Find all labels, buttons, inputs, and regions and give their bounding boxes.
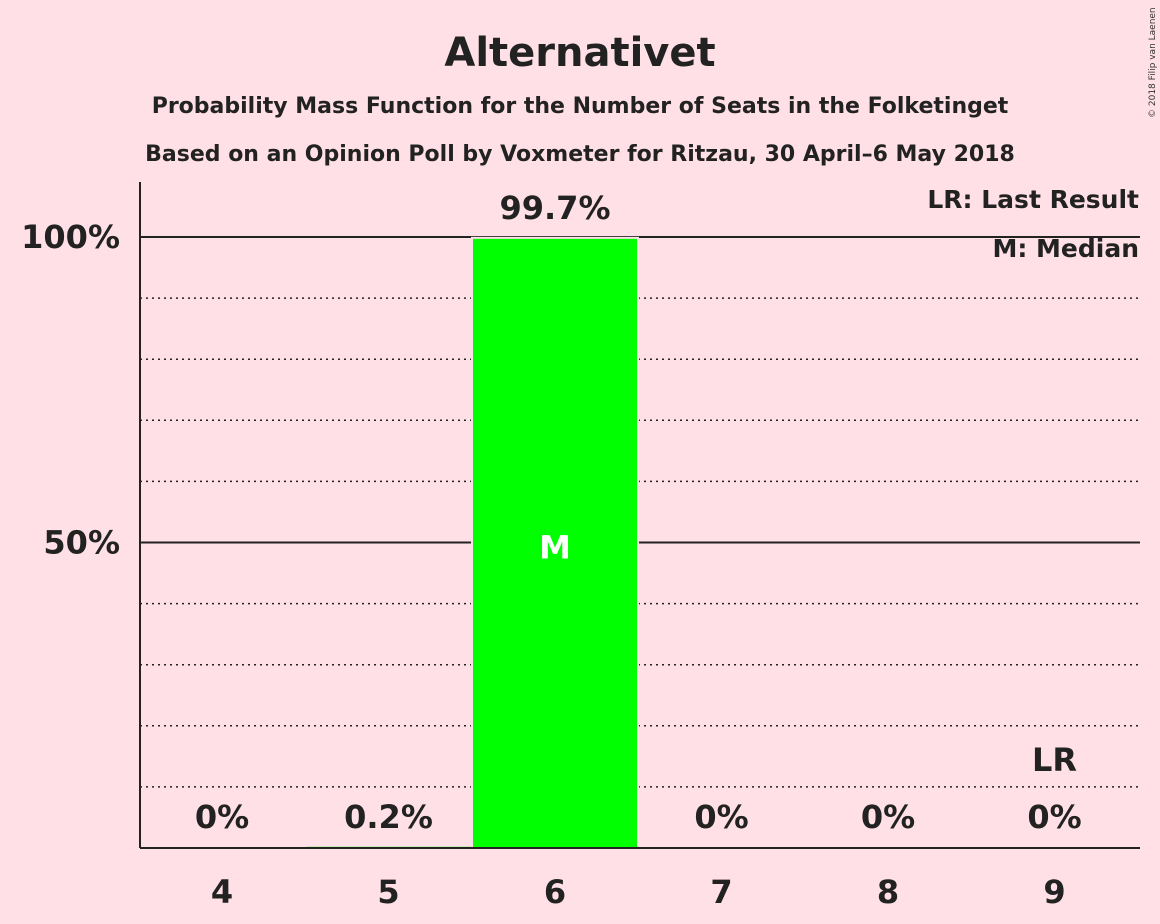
chart-subtitle-poll: Based on an Opinion Poll by Voxmeter for… [145,142,1015,167]
x-tick-label: 8 [877,873,899,911]
median-marker: M [539,529,571,567]
bar-gap [304,844,473,848]
x-tick-label: 7 [710,873,732,911]
chart-subtitle: Probability Mass Function for the Number… [152,94,1009,119]
y-tick-label: 50% [43,524,120,562]
y-tick-label: 100% [21,218,120,256]
data-label: 0% [694,798,748,836]
data-label: 0% [195,798,249,836]
x-tick-label: 6 [544,873,566,911]
gridlines: 50% 100% [21,218,1140,788]
legend-median: M: Median [992,234,1139,263]
legend-last-result: LR: Last Result [927,185,1139,214]
x-tick-label: 4 [211,873,233,911]
data-label: 99.7% [499,189,610,227]
copyright-text: © 2018 Filip van Laenen [1148,7,1158,118]
axes [139,182,1140,849]
data-label: 0.2% [344,798,433,836]
data-label: 0% [861,798,915,836]
data-labels: 0% 4 0.2% 5 99.7% M 6 0% 7 0% 8 0% LR 9 [195,189,1082,911]
bar [473,238,637,848]
last-result-marker: LR [1032,741,1077,779]
x-tick-label: 9 [1043,873,1065,911]
data-label: 0% [1027,798,1081,836]
chart-title: Alternativet [444,30,715,76]
x-tick-label: 5 [377,873,399,911]
bars [304,236,639,848]
